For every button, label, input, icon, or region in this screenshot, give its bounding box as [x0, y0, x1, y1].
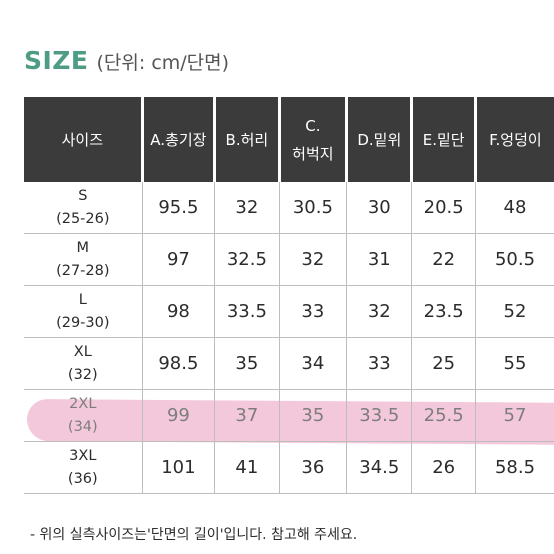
- value-cell: 31: [346, 233, 413, 286]
- table-header-row: 사이즈 A.총기장 B.허리 C.허벅지 D.밑위 E.밑단 F.엉덩이: [24, 97, 554, 182]
- header-total-length: A.총기장: [142, 97, 217, 182]
- size-cell: L (29-30): [24, 285, 143, 338]
- value-cell: 98.5: [142, 337, 216, 390]
- value-cell: 33: [346, 337, 413, 390]
- value-cell: 50.5: [475, 233, 554, 286]
- size-table: 사이즈 A.총기장 B.허리 C.허벅지 D.밑위 E.밑단 F.엉덩이 S (2…: [24, 97, 554, 494]
- value-cell: 34: [279, 337, 348, 390]
- value-cell: 35: [279, 389, 348, 442]
- value-cell: 30: [346, 182, 413, 234]
- value-cell: 22: [411, 233, 476, 286]
- value-cell: 101: [142, 441, 216, 494]
- table-row: XL (32) 98.5 35 34 33 25 55: [24, 337, 554, 390]
- header-hip: F.엉덩이: [475, 97, 554, 182]
- size-cell: 3XL (36): [24, 441, 143, 494]
- value-cell: 23.5: [411, 285, 476, 338]
- value-cell: 25.5: [411, 389, 476, 442]
- size-title-label: SIZE: [24, 46, 89, 75]
- value-cell: 52: [475, 285, 554, 338]
- value-cell: 97: [142, 233, 216, 286]
- header-size: 사이즈: [24, 97, 144, 182]
- value-cell: 98: [142, 285, 216, 338]
- table-row: M (27-28) 97 32.5 32 31 22 50.5: [24, 233, 554, 286]
- header-hem: E.밑단: [411, 97, 477, 182]
- table-row-highlighted: 2XL (34) 99 37 35 33.5 25.5 57: [24, 389, 554, 442]
- value-cell: 32: [214, 182, 280, 234]
- value-cell: 32.5: [214, 233, 280, 286]
- value-cell: 99: [142, 389, 216, 442]
- value-cell: 33: [279, 285, 348, 338]
- size-cell: XL (32): [24, 337, 143, 390]
- value-cell: 33.5: [214, 285, 280, 338]
- value-cell: 32: [279, 233, 348, 286]
- value-cell: 36: [279, 441, 348, 494]
- size-title: SIZE (단위: cm/단면): [24, 46, 229, 82]
- size-cell: S (25-26): [24, 182, 143, 234]
- measurement-note: - 위의 실측사이즈는'단면의 길이'입니다. 참고해 주세요.: [30, 527, 358, 543]
- value-cell: 26: [411, 441, 476, 494]
- table-row: L (29-30) 98 33.5 33 32 23.5 52: [24, 285, 554, 338]
- value-cell: 32: [346, 285, 413, 338]
- value-cell: 34.5: [346, 441, 413, 494]
- value-cell: 35: [214, 337, 280, 390]
- table-row: 3XL (36) 101 41 36 34.5 26 58.5: [24, 441, 554, 494]
- value-cell: 25: [411, 337, 476, 390]
- value-cell: 20.5: [411, 182, 476, 234]
- value-cell: 95.5: [142, 182, 216, 234]
- value-cell: 55: [475, 337, 554, 390]
- value-cell: 58.5: [475, 441, 554, 494]
- table-row: S (25-26) 95.5 32 30.5 30 20.5 48: [24, 182, 554, 234]
- header-rise: D.밑위: [346, 97, 414, 182]
- size-unit-label: (단위: cm/단면): [96, 52, 230, 74]
- value-cell: 48: [475, 182, 554, 234]
- size-cell: M (27-28): [24, 233, 143, 286]
- value-cell: 33.5: [346, 389, 413, 442]
- header-thigh: C.허벅지: [279, 97, 349, 182]
- size-cell: 2XL (34): [24, 389, 143, 442]
- value-cell: 57: [475, 389, 554, 442]
- value-cell: 37: [214, 389, 280, 442]
- value-cell: 30.5: [279, 182, 348, 234]
- header-waist: B.허리: [214, 97, 281, 182]
- value-cell: 41: [214, 441, 280, 494]
